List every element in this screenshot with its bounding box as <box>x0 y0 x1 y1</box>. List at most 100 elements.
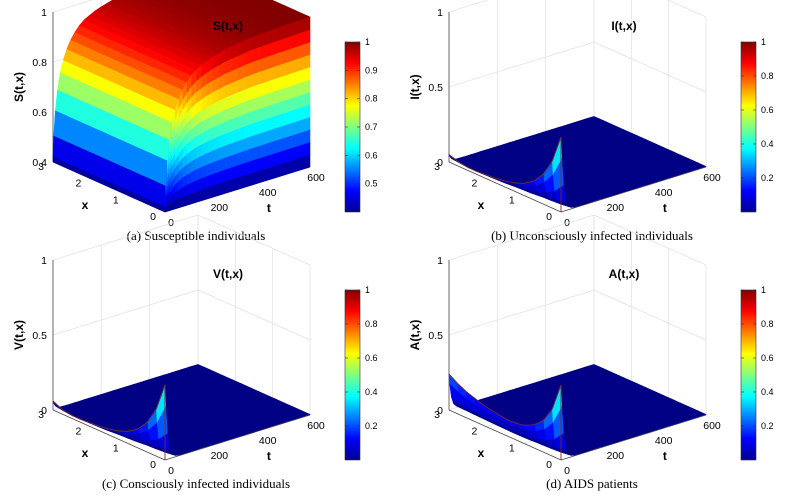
surface-face <box>131 191 135 199</box>
t-tick-label: 600 <box>307 172 325 184</box>
colorbar-tick-label: 0.4 <box>761 139 774 149</box>
surface-patch <box>138 173 149 200</box>
x-axis-label: x <box>478 198 485 212</box>
surface-face <box>161 205 166 213</box>
grid-line <box>593 41 707 93</box>
grid-line <box>448 41 595 88</box>
colorbar-tick-label: 0.2 <box>761 421 774 431</box>
x-axis-line <box>448 409 562 461</box>
surface-face <box>58 159 62 167</box>
surface-face <box>119 186 124 194</box>
surface-face <box>94 175 99 183</box>
surface-face <box>150 200 155 208</box>
surface-face <box>147 199 152 207</box>
colorbar-tick-label: 0.4 <box>365 387 378 397</box>
surface-face <box>75 166 79 174</box>
initial-profile-line <box>448 136 562 184</box>
x-axis-line <box>448 161 562 213</box>
grid-line <box>197 214 311 266</box>
surface-face <box>72 165 76 173</box>
panel-a: 020040060001230.40.60.81txS(t,x)S(t,x)0.… <box>12 0 378 243</box>
colorbar-tick-label: 0.2 <box>761 173 774 183</box>
surface-face <box>63 161 68 169</box>
t-tick-label: 200 <box>211 450 229 462</box>
x-axis-label: x <box>82 446 89 460</box>
surface-patch <box>87 150 98 177</box>
panel-title: I(t,x) <box>611 19 636 33</box>
surface-face <box>55 157 59 165</box>
surface-face <box>238 174 246 190</box>
grid-line <box>52 0 94 13</box>
colorbar-tick-label: 0.2 <box>365 421 378 431</box>
grid-line <box>593 289 707 341</box>
surface-face <box>111 182 115 190</box>
surface-face <box>292 19 302 36</box>
x-tick-label: 3 <box>38 161 44 173</box>
x-tick-label: 0 <box>150 211 156 223</box>
surface-face <box>231 176 239 192</box>
x-tick-label: 1 <box>509 194 515 206</box>
t-tick-label: 0 <box>564 465 570 477</box>
t-axis-line <box>164 414 311 461</box>
z-tick-label: 0.6 <box>32 107 47 119</box>
surface-face <box>128 190 132 198</box>
colorbar-tick-label: 0.8 <box>365 94 378 104</box>
surface-patch <box>69 142 80 169</box>
panel-c: 0200400600012300.51txV(t,x)V(t,x)0.20.40… <box>12 214 378 491</box>
colorbar <box>740 289 757 461</box>
surface-face <box>103 179 107 187</box>
colorbar-tick-label: 0.8 <box>365 319 378 329</box>
colorbar-tick-label: 0.6 <box>761 353 774 363</box>
colorbar-tick-label: 1 <box>365 285 370 295</box>
surface-face <box>156 202 160 210</box>
t-tick-label: 400 <box>655 187 673 199</box>
surface-face <box>145 197 149 205</box>
colorbar <box>344 289 361 461</box>
z-tick-label: 1 <box>437 255 443 267</box>
z-axis-label: V(t,x) <box>12 320 26 350</box>
grid-line <box>666 0 707 18</box>
t-axis-label: t <box>663 201 667 215</box>
surface-patch <box>121 165 132 193</box>
x-tick-label: 1 <box>113 194 119 206</box>
surface-face <box>69 164 73 172</box>
z-tick-label: 1 <box>437 7 443 19</box>
panel-caption: (d) AIDS patients <box>546 476 638 491</box>
x-tick-label: 0 <box>546 211 552 223</box>
colorbar-tick-label: 0.7 <box>365 122 378 132</box>
surface-face <box>89 172 93 180</box>
grid-line <box>448 214 595 261</box>
t-axis-label: t <box>267 201 271 215</box>
z-tick-label: 0 <box>41 405 47 417</box>
t-axis-label: t <box>663 449 667 463</box>
surface-patch <box>61 138 72 166</box>
panel-caption: (b) Unconsciously infected individuals <box>491 228 693 243</box>
surface-face <box>159 204 163 212</box>
colorbar-tick-label: 0.6 <box>365 353 378 363</box>
surface <box>448 116 707 212</box>
x-tick-label: 1 <box>509 442 515 454</box>
x-tick-label: 0 <box>546 459 552 471</box>
surface-face <box>153 201 157 209</box>
grid-line <box>52 214 199 261</box>
colorbar-tick-label: 0.6 <box>365 150 378 160</box>
surface-face <box>191 190 197 205</box>
surface-patch <box>687 410 707 418</box>
surface-face <box>245 36 254 53</box>
colorbar-tick-label: 1 <box>365 37 370 47</box>
z-tick-label: 0 <box>437 157 443 169</box>
surface-face <box>97 176 101 184</box>
surface-face <box>105 180 110 188</box>
surface-face <box>100 177 104 185</box>
x-tick-label: 2 <box>471 178 477 190</box>
t-tick-label: 200 <box>607 202 625 214</box>
surface-face <box>267 28 277 45</box>
surface-face <box>66 162 71 170</box>
z-tick-label: 0.5 <box>428 330 443 342</box>
colorbar-tick-label: 0.4 <box>761 387 774 397</box>
x-tick-label: 3 <box>38 409 44 421</box>
surface-face <box>212 171 220 186</box>
grid-line <box>593 214 707 266</box>
x-axis-label: x <box>478 446 485 460</box>
colorbar-tick-label: 0.6 <box>761 105 774 115</box>
